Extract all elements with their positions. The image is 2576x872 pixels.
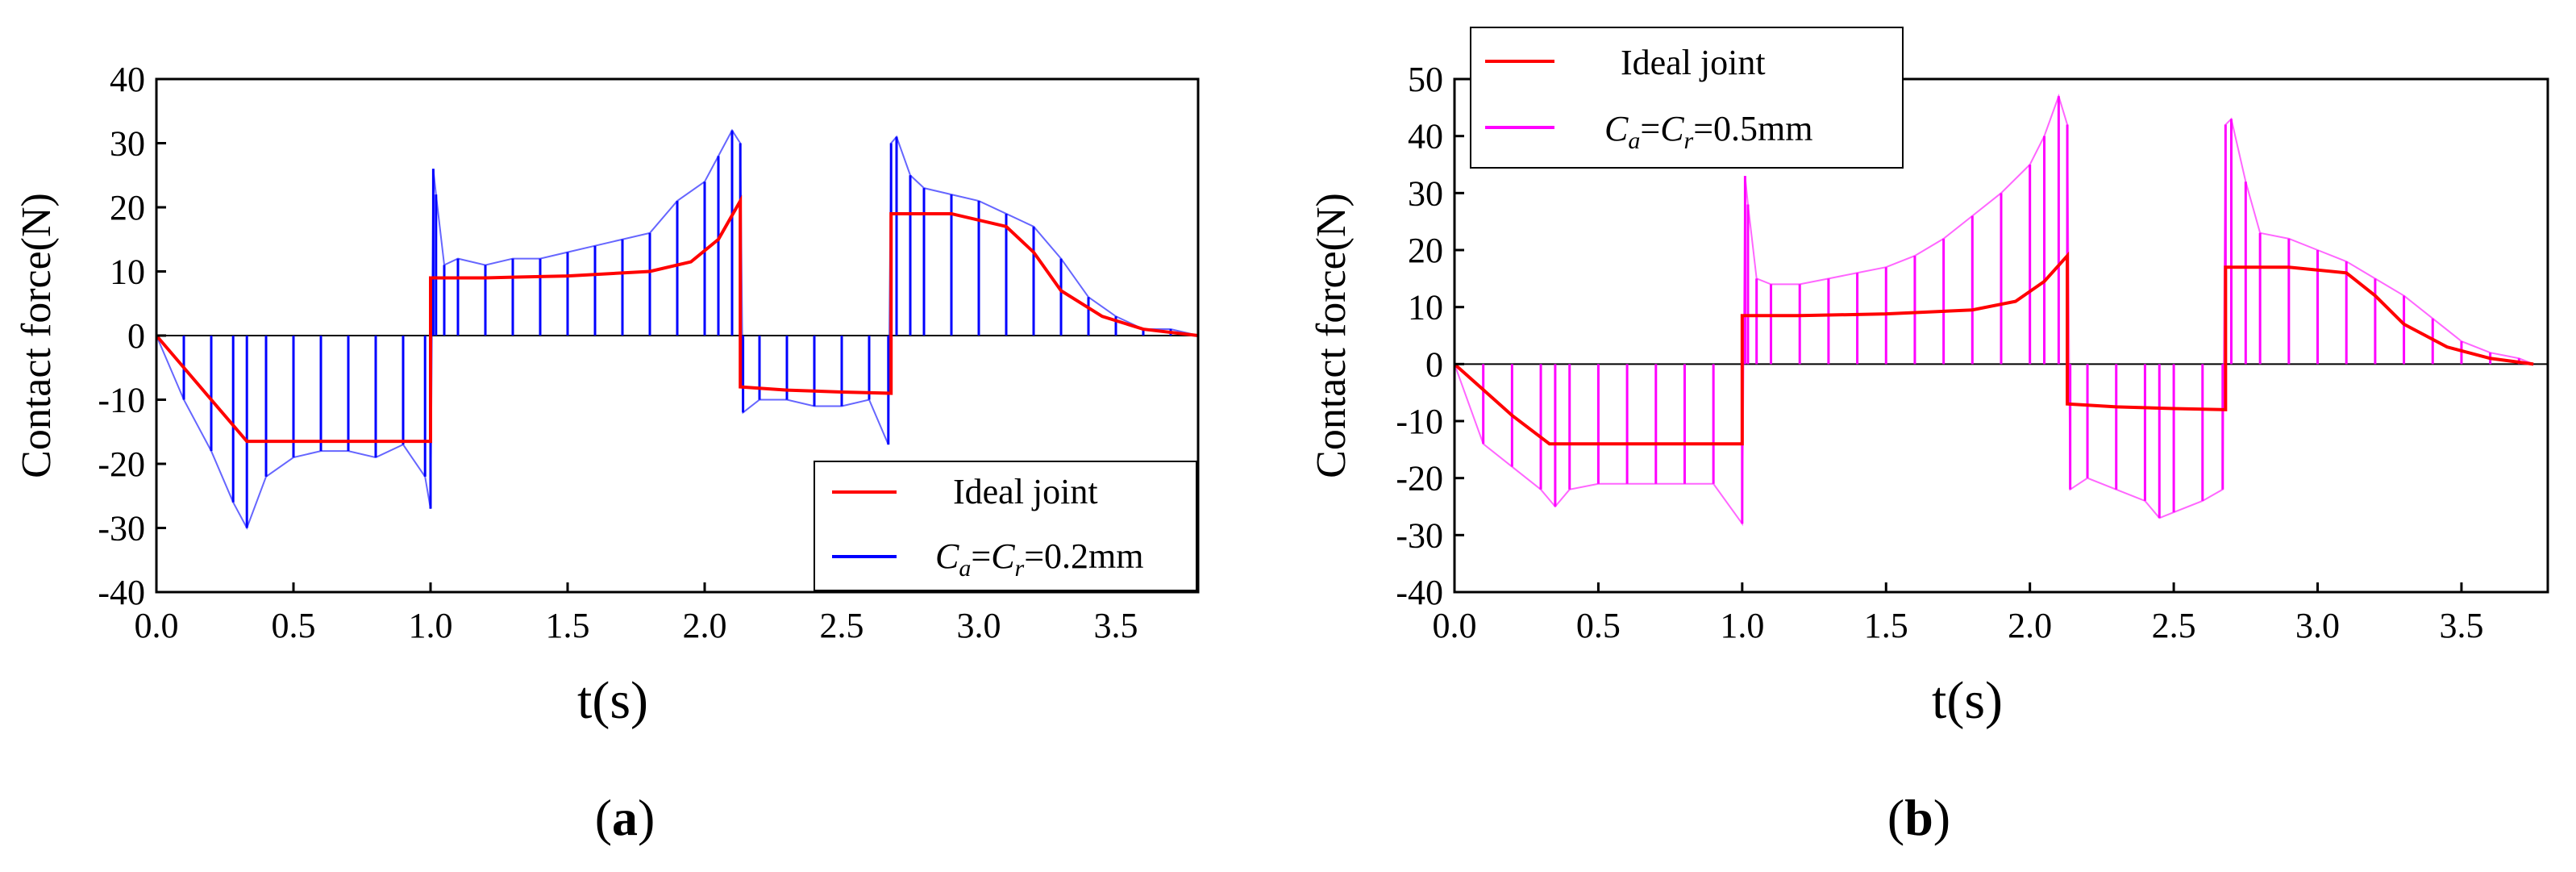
x-tick-label: 2.0 (683, 606, 727, 645)
x-tick-label: 0.5 (272, 606, 316, 645)
x-tick-label: 0.0 (135, 606, 179, 645)
x-tick-label: 0.5 (1576, 606, 1621, 645)
panel-a: 0.0 0.5 1.0 1.5 2.0 2.5 3.0 3.5 -40 -30 -20 -10 0 10 2… (14, 60, 1200, 846)
legend-box-b (1470, 27, 1904, 169)
series-line-clearance-b (1454, 94, 2534, 527)
y-tick-label: 20 (110, 188, 145, 227)
series-line-clearance-a (156, 128, 1199, 530)
x-tick-label: 2.5 (820, 606, 864, 645)
legend-box-a (814, 461, 1197, 591)
x-axis-title-b: t(s) (1932, 671, 2003, 730)
y-tick-label: -30 (98, 509, 145, 549)
x-tick-label: 3.5 (1094, 606, 1138, 645)
plot-frame-b (1453, 77, 2549, 594)
y-tick-label: 50 (1408, 60, 1443, 99)
panel-caption-a: (a) (595, 789, 655, 846)
y-tick-label: 10 (110, 252, 145, 292)
y-axis-title-b: Contact force(N) (1309, 193, 1355, 478)
y-tick-label: 30 (1408, 173, 1443, 213)
y-tick-label: -30 (1396, 515, 1443, 555)
x-tick-label: 1.5 (546, 606, 590, 645)
x-axis-title-a: t(s) (577, 671, 648, 730)
panel-caption-b: (b) (1887, 789, 1950, 846)
y-tick-label: -40 (1396, 573, 1443, 612)
x-tick-label: 1.0 (1720, 606, 1764, 645)
series-line-ideal-joint-b (1453, 251, 2534, 446)
y-tick-label: 30 (110, 124, 145, 164)
y-tick-label: 0 (1425, 344, 1443, 384)
series-line-ideal-joint-a (155, 194, 1199, 444)
legend-label-ideal-joint-a: Ideal joint (953, 472, 1098, 511)
legend-label-ideal-joint-b: Ideal joint (1621, 43, 1766, 82)
x-tick-label: 1.5 (1864, 606, 1908, 645)
y-tick-label: -10 (1396, 402, 1443, 441)
x-tick-label: 3.0 (957, 606, 1001, 645)
x-tick-label: 2.5 (2152, 606, 2196, 645)
y-tick-label: -20 (1396, 459, 1443, 499)
legend-b: Ideal joint Ca=Cr=0.5mm (1470, 27, 1904, 169)
legend-a: Ideal joint Ca=Cr=0.2mm (814, 461, 1197, 591)
y-tick-label: -20 (98, 444, 145, 484)
y-tick-label: 20 (1408, 231, 1443, 270)
x-tick-label: 3.5 (2439, 606, 2483, 645)
x-tick-label: 2.0 (2008, 606, 2052, 645)
x-tick-label: 0.0 (1433, 606, 1477, 645)
y-tick-label: 10 (1408, 288, 1443, 328)
y-tick-label: 40 (1408, 117, 1443, 156)
y-tick-label: -40 (98, 573, 145, 612)
y-tick-label: 40 (110, 60, 145, 99)
y-tick-label: -10 (98, 381, 145, 420)
x-tick-label: 1.0 (409, 606, 453, 645)
legend-label-clearance-b: Ca=Cr=0.5mm (1604, 109, 1813, 154)
panel-b: 0.0 0.5 1.0 1.5 2.0 2.5 3.0 3.5 -40 -30 -20 -10 0 10 2… (1309, 27, 2549, 846)
x-tick-label: 3.0 (2295, 606, 2340, 645)
y-axis-title-a: Contact force(N) (14, 193, 60, 478)
legend-label-clearance-a: Ca=Cr=0.2mm (935, 536, 1144, 582)
y-tick-label: 0 (127, 316, 145, 356)
